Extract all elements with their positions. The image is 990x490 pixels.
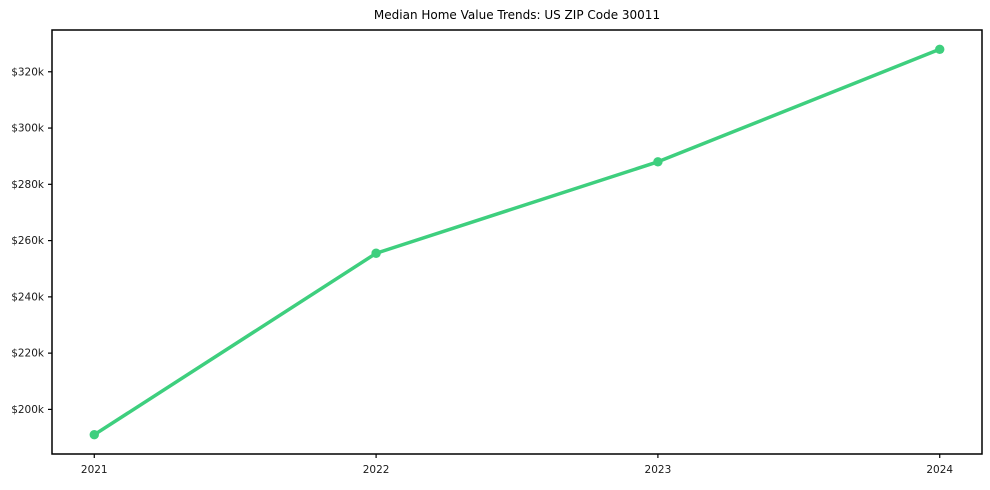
plot-area [52,30,982,454]
x-tick-label: 2023 [645,464,672,476]
y-tick-label: $200k [11,404,45,416]
y-tick-label: $260k [11,235,45,247]
data-point-marker [653,157,663,167]
data-point-marker [935,44,945,54]
x-tick-label: 2024 [926,464,953,476]
y-tick-label: $280k [11,179,45,191]
data-point-marker [371,248,381,258]
y-tick-label: $240k [11,291,45,303]
trend-line [92,47,942,437]
data-point-marker [89,430,99,440]
axes-border [51,29,983,455]
x-tick-label: 2022 [363,464,390,476]
y-tick-label: $220k [11,348,45,360]
chart-title: Median Home Value Trends: US ZIP Code 30… [373,8,661,22]
x-tick-label: 2021 [81,464,108,476]
y-tick-label: $320k [11,66,45,78]
y-tick-label: $300k [11,123,45,135]
